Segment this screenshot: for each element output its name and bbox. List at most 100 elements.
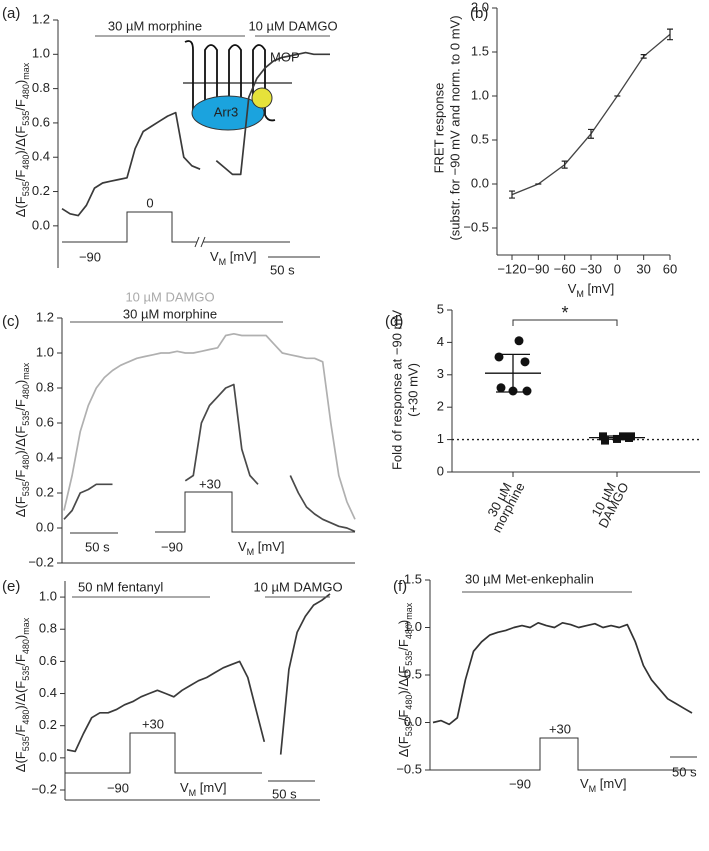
label-part: Δ(F bbox=[396, 736, 411, 757]
annotation: 10 µM DAMGO bbox=[125, 289, 214, 304]
y-tick-label: 1 bbox=[437, 431, 444, 446]
scale-bar-label: 50 s bbox=[272, 786, 297, 801]
x-tick-label: 30 bbox=[636, 261, 650, 276]
annotation: 10 µM DAMGO bbox=[248, 18, 337, 33]
y-axis-label: (substr. for −90 mV and norm. to 0 mV) bbox=[447, 15, 462, 240]
label-part: )/Δ(F bbox=[396, 666, 411, 695]
trace bbox=[63, 383, 356, 533]
label-part: Δ(F bbox=[13, 196, 28, 217]
subscript: 480 bbox=[21, 710, 31, 725]
y-tick-label: 0.5 bbox=[471, 131, 489, 146]
y-tick-label: 0.5 bbox=[404, 666, 422, 681]
y-tick-label: 0.6 bbox=[32, 114, 50, 129]
error-bar bbox=[561, 160, 568, 169]
x-tick-label: 60 bbox=[663, 261, 677, 276]
x-tick-label: −90 bbox=[527, 261, 549, 276]
data-point bbox=[520, 357, 530, 367]
x-tick-label: −60 bbox=[554, 261, 576, 276]
y-tick-label: 0.0 bbox=[471, 175, 489, 190]
y-axis-label: Δ(F535/F480)/Δ(F535/F480)max bbox=[396, 602, 414, 757]
error-bar bbox=[588, 128, 594, 139]
protocol-level: +30 bbox=[142, 716, 164, 731]
label-part: /F bbox=[13, 170, 28, 182]
data-point bbox=[522, 386, 532, 396]
x-tick-label: −120 bbox=[497, 261, 526, 276]
label-part: /F bbox=[13, 654, 28, 666]
protocol-unit: VM [mV] bbox=[180, 780, 227, 798]
subscript: M bbox=[189, 788, 197, 798]
annotation: 50 nM fentanyl bbox=[78, 579, 163, 594]
annotation: 30 µM Met-enkephalin bbox=[465, 571, 594, 586]
y-tick-label: 1.0 bbox=[404, 619, 422, 634]
label-part: /F bbox=[13, 399, 28, 411]
subscript: max bbox=[21, 362, 31, 380]
subscript: M bbox=[219, 257, 227, 267]
subscript: 480 bbox=[404, 695, 414, 710]
label-part: V bbox=[180, 780, 189, 795]
subscript: 480 bbox=[21, 155, 31, 170]
y-tick-label: 0.8 bbox=[39, 621, 57, 636]
panel-label: (d) bbox=[385, 313, 403, 330]
x-tick-label: 0 bbox=[614, 261, 621, 276]
voltage-protocol bbox=[65, 732, 262, 774]
label-part: [mV] bbox=[226, 249, 256, 264]
protocol-level: −90 bbox=[79, 249, 101, 264]
data-point bbox=[496, 383, 506, 393]
label-part: ) bbox=[13, 80, 28, 84]
y-tick-label: 0 bbox=[437, 463, 444, 478]
subscript: 480 bbox=[404, 624, 414, 639]
subscript: 535 bbox=[21, 181, 31, 196]
x-axis-label: VM [mV] bbox=[568, 281, 615, 299]
y-tick-label: −0.5 bbox=[396, 761, 422, 776]
voltage-protocol bbox=[62, 211, 290, 248]
y-tick-label: 0.6 bbox=[36, 414, 54, 429]
panel-label: (c) bbox=[2, 313, 20, 330]
protocol-level: −90 bbox=[509, 776, 531, 791]
label-part: )/Δ(F bbox=[13, 126, 28, 155]
label-part: [mV] bbox=[254, 539, 284, 554]
y-tick-label: 1.2 bbox=[32, 11, 50, 26]
y-axis-label: Δ(F535/F480)/Δ(F535/F480)max bbox=[13, 362, 31, 517]
label-part: [mV] bbox=[584, 281, 614, 296]
y-tick-label: 1.0 bbox=[471, 87, 489, 102]
subscript: 535 bbox=[21, 736, 31, 751]
label-part: /F bbox=[13, 725, 28, 737]
protocol-level: −90 bbox=[161, 539, 183, 554]
y-tick-label: 1.5 bbox=[404, 571, 422, 586]
y-tick-label: 0.4 bbox=[39, 685, 57, 700]
sd-bar bbox=[496, 353, 530, 393]
label-part: ) bbox=[13, 380, 28, 384]
voltage-protocol bbox=[430, 737, 692, 771]
protocol-unit: VM [mV] bbox=[210, 249, 257, 267]
label-part: /F bbox=[13, 99, 28, 111]
y-tick-label: 0.0 bbox=[36, 519, 54, 534]
y-tick-label: 2 bbox=[437, 399, 444, 414]
label-part: [mV] bbox=[196, 780, 226, 795]
subscript: 535 bbox=[21, 666, 31, 681]
voltage-protocol bbox=[155, 491, 355, 533]
error-bar bbox=[667, 28, 673, 41]
protocol-level: 0 bbox=[146, 195, 153, 210]
subscript: 535 bbox=[21, 481, 31, 496]
label-part: /F bbox=[396, 710, 411, 722]
protocol-level: +30 bbox=[199, 476, 221, 491]
scale-bar-label: 50 s bbox=[85, 539, 110, 554]
y-tick-label: 0.4 bbox=[36, 449, 54, 464]
panel-label: (f) bbox=[393, 578, 407, 595]
subscript: max bbox=[21, 617, 31, 635]
label-part: )/Δ(F bbox=[13, 426, 28, 455]
y-axis-label: FRET response bbox=[431, 83, 446, 174]
panel-label: (b) bbox=[470, 5, 488, 22]
y-tick-label: 2.0 bbox=[471, 0, 489, 14]
annotation: 30 µM morphine bbox=[108, 18, 202, 33]
scale-bar-label: 50 s bbox=[270, 262, 295, 277]
y-tick-label: 0.4 bbox=[32, 149, 50, 164]
subscript: 480 bbox=[21, 639, 31, 654]
y-tick-label: 1.2 bbox=[36, 309, 54, 324]
y-tick-label: −0.2 bbox=[31, 781, 57, 796]
annotation: 10 µM DAMGO bbox=[253, 579, 342, 594]
label-part: /F bbox=[13, 470, 28, 482]
fluorophore bbox=[251, 87, 273, 109]
